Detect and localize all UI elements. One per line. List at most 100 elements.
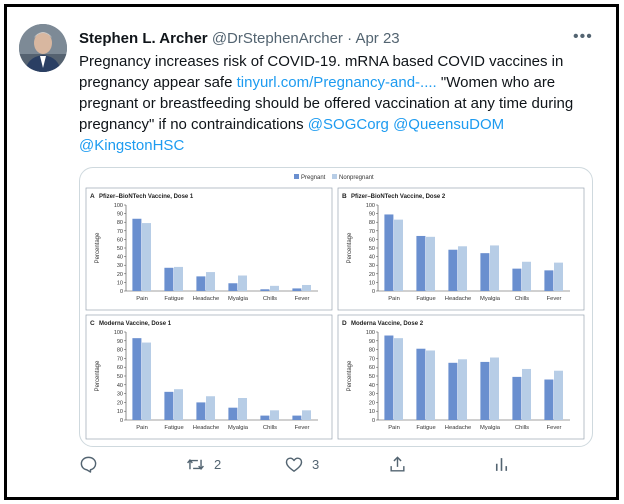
panel-c-bar-fatigue-nonpregnant [174,389,183,420]
panel-d-y-tick-label: 20 [369,400,375,406]
panel-c-bar-myalgia-nonpregnant [238,398,247,420]
panel-d-y-tick-label: 50 [369,374,375,380]
panel-d-x-tick-label: Chills [515,425,529,431]
panel-d-bar-fever-nonpregnant [554,370,563,420]
panel-c-y-axis-label: Percentage [95,360,101,391]
panel-b-bar-fever-nonpregnant [554,262,563,291]
panel-c-bar-pain-nonpregnant [142,342,151,420]
panel-b-title: Pfizer–BioNTech Vaccine, Dose 2 [351,194,446,200]
panel-a-x-tick-label: Headache [193,296,219,302]
panel-c-x-tick-label: Chills [263,425,277,431]
panel-a-y-tick-label: 50 [117,246,123,252]
reply-icon [80,456,97,473]
panel-a-bar-pain-nonpregnant [142,223,151,291]
panel-b-x-tick-label: Fatigue [416,296,435,302]
tweet-text-part-2: "Women who are pregnant or breastfeeding… [79,74,574,133]
panel-c-bar-chills-pregnant [260,415,270,420]
like-button[interactable]: 3 [284,452,319,476]
panel-d-bar-myalgia-pregnant [480,361,490,420]
tweet-actions: 2 3 [79,452,579,476]
panel-a-bar-fatigue-pregnant [164,267,174,291]
panel-b-x-tick-label: Chills [515,296,529,302]
panel-a-y-tick-label: 90 [117,212,123,218]
panel-d-x-tick-label: Fatigue [416,425,435,431]
panel-b-bar-pain-nonpregnant [394,219,403,291]
panel-a-y-tick-label: 80 [117,220,123,226]
panel-d-x-tick-label: Headache [445,425,471,431]
panel-b-y-axis-label: Percentage [347,232,353,263]
panel-d-bar-pain-nonpregnant [394,338,403,420]
mention-kingstonhsc[interactable]: @KingstonHSC [79,137,185,154]
legend-label-pregnant: Pregnant [301,175,326,181]
figure-legend: Pregnant Nonpregnant [294,174,374,181]
separator: · [347,30,353,47]
author-handle[interactable]: @DrStephenArcher [211,30,343,47]
tweet-link[interactable]: tinyurl.com/Pregnancy-and-.... [236,74,437,91]
legend-label-nonpregnant: Nonpregnant [339,175,374,181]
panel-d-y-tick-label: 90 [369,339,375,345]
panel-b-y-tick-label: 50 [369,246,375,252]
vaccine-side-effects-figure: Pregnant Nonpregnant A Pfizer–BioNTech Va… [85,174,585,440]
panel-c-bar-headache-pregnant [196,402,206,420]
panel-b-bar-chills-pregnant [512,268,522,291]
panel-b-x-tick-label: Fever [547,296,562,302]
panel-c-y-tick-label: 60 [117,365,123,371]
panel-d-x-tick-label: Fever [547,425,562,431]
panel-c-y-tick-label: 100 [114,330,123,336]
panel-b-bar-chills-nonpregnant [522,261,531,291]
panel-c-letter: C [90,320,95,327]
panel-d-chart: D Moderna Vaccine, Dose 2 0 10 20 30 40 50 60 70 8… [337,314,585,440]
share-button[interactable] [388,452,407,476]
panel-c-bar-fatigue-pregnant [164,391,174,420]
panel-c-y-tick-label: 30 [117,392,123,398]
more-options-button[interactable]: ••• [573,28,593,45]
panel-d-bar-fatigue-nonpregnant [426,350,435,420]
avatar[interactable] [19,24,67,72]
panel-c-bar-pain-pregnant [132,338,142,420]
panel-c-chart: C Moderna Vaccine, Dose 1 0 10 20 30 40 50 60 70 8… [85,314,333,440]
retweet-icon [187,458,204,470]
panel-b-bar-fatigue-nonpregnant [426,236,435,291]
panel-c-y-tick-label: 70 [117,356,123,362]
panel-c-bar-fever-nonpregnant [302,410,311,420]
panel-a-title: Pfizer–BioNTech Vaccine, Dose 1 [99,194,194,200]
tweet-media-image[interactable]: Pregnant Nonpregnant A Pfizer–BioNTech Va… [79,167,593,447]
panel-d-y-axis-label: Percentage [347,360,353,391]
panel-d-bar-headache-pregnant [448,362,458,420]
panel-d-bar-pain-pregnant [384,335,394,420]
panel-d-title: Moderna Vaccine, Dose 2 [351,321,424,327]
reply-button[interactable] [79,452,98,476]
panel-d-bar-headache-nonpregnant [458,359,467,420]
panel-b-bar-pain-pregnant [384,214,394,291]
retweet-button[interactable]: 2 [185,452,221,476]
analytics-button[interactable] [492,452,511,476]
mention-sogcorg[interactable]: @SOGCorg [307,116,389,133]
panel-a-y-tick-label: 40 [117,255,123,261]
panel-d-bar-myalgia-nonpregnant [490,357,499,420]
panel-d-bar-chills-nonpregnant [522,368,531,420]
panel-d-y-tick-label: 70 [369,356,375,362]
panel-a-bar-chills-nonpregnant [270,285,279,291]
panel-d-y-tick-label: 30 [369,392,375,398]
tweet-date[interactable]: Apr 23 [355,30,400,47]
avatar-image [19,24,67,72]
panel-d-bar-fatigue-pregnant [416,348,426,420]
panel-b-bar-fever-pregnant [544,270,554,291]
panel-c-y-tick-label: 10 [117,409,123,415]
panel-b-y-tick-label: 0 [372,289,375,295]
panel-b-x-tick-label: Myalgia [480,296,501,302]
panel-a-y-tick-label: 70 [117,229,123,235]
panel-d-x-tick-label: Pain [388,425,400,431]
legend-swatch-nonpregnant [332,174,337,179]
panel-a-bar-fever-pregnant [292,288,302,291]
panel-c-y-tick-label: 50 [117,374,123,380]
panel-b-y-tick-label: 90 [369,212,375,218]
mention-queensudom[interactable]: @QueensuDOM [393,116,505,133]
panel-d-y-tick-label: 60 [369,365,375,371]
panel-a-bar-fatigue-nonpregnant [174,266,183,291]
panel-a-x-tick-label: Chills [263,296,277,302]
panel-c-x-tick-label: Fever [295,425,310,431]
panel-a-y-axis-label: Percentage [95,232,101,263]
panel-a-y-tick-label: 10 [117,280,123,286]
author-name[interactable]: Stephen L. Archer [79,30,208,47]
